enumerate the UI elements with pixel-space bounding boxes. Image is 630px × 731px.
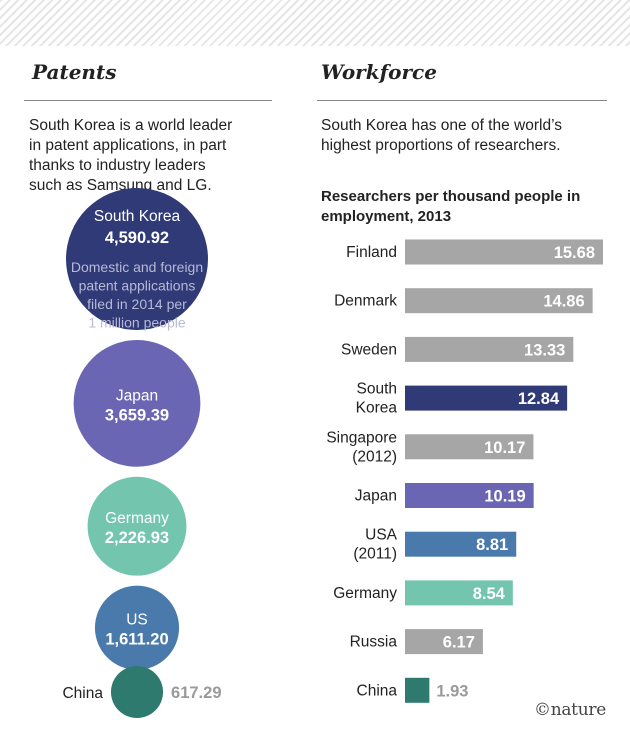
bubble-south-korea	[66, 188, 208, 330]
bar-category-label: South	[356, 381, 397, 398]
bar-value-label: 14.86	[543, 293, 584, 311]
bubble-label: Japan	[116, 387, 158, 404]
patents-rule	[24, 100, 272, 101]
bubble-label: China	[62, 685, 103, 702]
bar-value-label: 8.54	[473, 585, 506, 603]
bubble-value: 2,226.93	[105, 529, 169, 547]
bar	[405, 629, 483, 655]
bar-category-label: China	[357, 682, 398, 699]
bubble-label: Germany	[105, 510, 169, 527]
patents-intro-line: South Korea is a world leader	[29, 117, 233, 134]
patents-intro: South Korea is a world leader in patent …	[29, 116, 279, 196]
bar	[405, 580, 513, 606]
bar	[405, 239, 603, 265]
bubble-annotation-line: filed in 2014 per	[87, 296, 187, 312]
bubble-value: 1,611.20	[105, 631, 168, 649]
bar-category-label: Denmark	[334, 293, 397, 310]
nature-credit: ©nature	[534, 700, 606, 720]
bar-value-label: 13.33	[524, 341, 565, 359]
bar	[405, 336, 574, 362]
bubble-annotation-line: 1 million people	[88, 315, 185, 331]
bar-value-label: 10.17	[484, 439, 525, 457]
hatched-header-band	[0, 0, 630, 46]
patents-intro-line: thanks to industry leaders	[29, 157, 206, 174]
bar-category-label: Russia	[350, 634, 398, 651]
bar-chart-title: Researchers per thousand people in emplo…	[321, 187, 611, 227]
bar-value-label: 12.84	[518, 390, 560, 408]
bubble-japan	[73, 340, 201, 467]
bubble-label: US	[126, 612, 148, 629]
bar	[405, 288, 593, 314]
bar-category-label: Sweden	[341, 341, 397, 358]
bubble-value: 3,659.39	[105, 406, 169, 424]
bar-category-label: USA	[365, 527, 398, 544]
bar-value-label: 6.17	[443, 634, 475, 652]
patents-heading: Patents	[32, 60, 117, 84]
workforce-intro-line: South Korea has one of the world’s	[321, 117, 562, 134]
bubble-germany	[87, 476, 187, 576]
bar-category-label: Finland	[346, 244, 397, 261]
patents-intro-line: in patent applications, in part	[29, 137, 227, 154]
patents-bubble-chart: South Korea 4,590.92 Domestic and foreign p…	[62, 188, 222, 719]
bar	[405, 385, 568, 411]
bar	[405, 434, 534, 460]
bar-value-label: 10.19	[484, 488, 525, 506]
workforce-intro-line: highest proportions of researchers.	[321, 137, 561, 154]
workforce-rule	[317, 100, 607, 101]
bubble-us	[94, 585, 180, 670]
bar-category-label: Germany	[333, 585, 397, 602]
bar-chart-title-line: employment, 2013	[321, 208, 452, 225]
patents-intro-line: such as Samsung and LG.	[29, 177, 212, 194]
bar-value-label: 1.93	[436, 682, 468, 700]
bar-category-label: Japan	[355, 488, 397, 505]
bubble-value: 617.29	[171, 684, 221, 702]
bar-category-label: Singapore	[326, 429, 397, 446]
bar	[405, 483, 534, 508]
bar-category-label: (2011)	[353, 546, 397, 563]
bar-value-label: 8.81	[476, 536, 508, 554]
bar	[405, 677, 430, 703]
bubble-value: 4,590.92	[105, 229, 169, 247]
bubble-china	[110, 665, 164, 719]
workforce-intro: South Korea has one of the world’s highe…	[321, 116, 611, 156]
bar-value-label: 15.68	[554, 244, 595, 262]
bubble-label: South Korea	[94, 208, 181, 225]
bar-chart-title-line: Researchers per thousand people in	[321, 188, 581, 205]
bubble-annotation-line: Domestic and foreign	[71, 259, 203, 275]
bar-category-label: Korea	[356, 400, 398, 417]
bar-category-label: (2012)	[352, 448, 397, 465]
bar	[405, 531, 517, 557]
workforce-heading: Workforce	[321, 60, 437, 84]
bubble-annotation-line: patent applications	[79, 278, 196, 294]
